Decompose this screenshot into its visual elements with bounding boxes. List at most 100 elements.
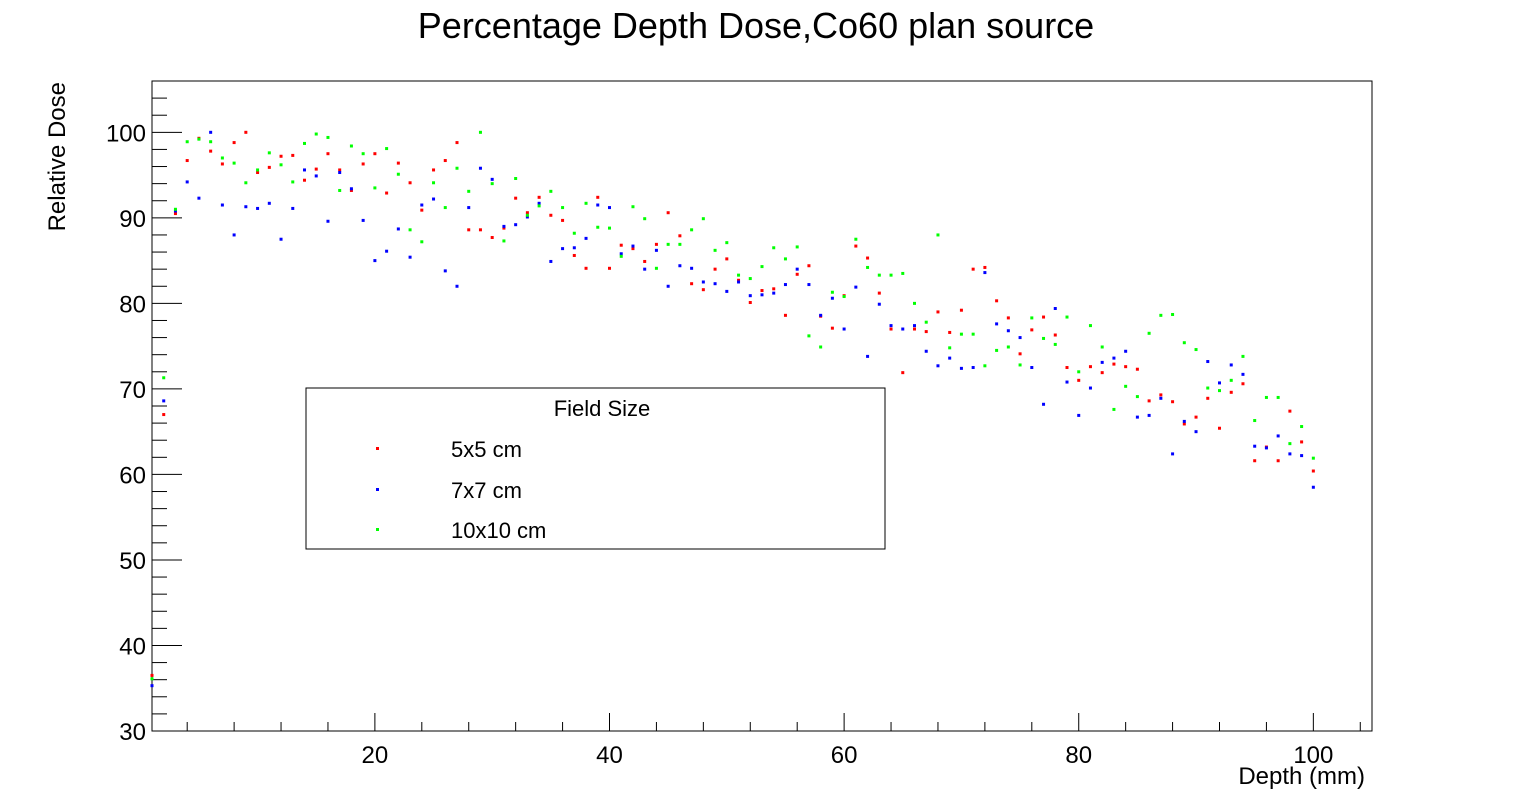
data-point xyxy=(502,239,506,243)
data-point xyxy=(1206,386,1210,390)
data-point xyxy=(959,308,963,312)
data-point xyxy=(385,191,389,195)
data-point xyxy=(1147,331,1151,335)
data-point xyxy=(420,240,424,244)
data-point xyxy=(842,327,846,331)
data-point xyxy=(279,154,283,158)
data-point xyxy=(1276,459,1280,463)
data-point xyxy=(432,181,436,185)
data-point xyxy=(185,140,189,144)
data-point xyxy=(420,203,424,207)
series-2 xyxy=(150,130,1315,681)
data-point xyxy=(173,212,177,216)
data-point xyxy=(314,174,318,178)
data-point xyxy=(654,248,658,252)
data-point xyxy=(1264,446,1268,450)
data-point xyxy=(279,237,283,241)
data-point xyxy=(244,130,248,134)
data-point xyxy=(561,218,565,222)
data-point xyxy=(983,364,987,368)
legend: Field Size 5x5 cm 7x7 cm 10x10 cm xyxy=(305,387,886,550)
data-point xyxy=(936,233,940,237)
data-point xyxy=(1065,315,1069,319)
data-point xyxy=(150,677,154,681)
data-point xyxy=(338,188,342,192)
data-point xyxy=(1229,363,1233,367)
data-point xyxy=(830,290,834,294)
data-point xyxy=(478,166,482,170)
data-point xyxy=(924,320,928,324)
data-point xyxy=(995,348,999,352)
data-point xyxy=(525,213,529,217)
data-point xyxy=(666,242,670,246)
data-point xyxy=(608,206,611,210)
legend-marker xyxy=(376,488,379,491)
data-point xyxy=(455,166,459,170)
data-point xyxy=(525,211,529,215)
data-point xyxy=(1218,381,1221,385)
data-point xyxy=(232,141,236,145)
data-point xyxy=(1288,442,1292,446)
data-point xyxy=(795,267,799,271)
data-point xyxy=(854,237,858,241)
data-point xyxy=(173,207,177,211)
data-point xyxy=(1077,413,1081,417)
data-point xyxy=(244,205,248,209)
data-point xyxy=(643,267,647,271)
data-point xyxy=(1042,402,1046,406)
data-point xyxy=(783,313,787,317)
data-point xyxy=(748,301,752,305)
data-point xyxy=(995,322,999,326)
data-point xyxy=(514,223,518,227)
data-point xyxy=(948,330,952,334)
data-point xyxy=(1264,395,1268,399)
data-point xyxy=(889,273,893,277)
data-point xyxy=(303,141,306,145)
data-point xyxy=(385,147,389,151)
y-tick-label: 80 xyxy=(119,291,146,318)
data-point xyxy=(537,195,541,199)
data-point xyxy=(1311,485,1315,489)
data-point xyxy=(1276,395,1280,399)
data-point xyxy=(866,265,870,269)
data-point xyxy=(948,346,952,350)
data-point xyxy=(701,280,705,284)
data-point xyxy=(959,366,963,370)
data-point xyxy=(971,366,975,370)
data-point xyxy=(291,153,295,157)
data-point xyxy=(584,266,588,270)
data-point xyxy=(783,283,787,287)
data-point xyxy=(678,234,682,238)
data-point xyxy=(725,241,729,245)
data-point xyxy=(408,228,412,232)
data-point xyxy=(1311,456,1315,460)
data-point xyxy=(1182,419,1186,423)
data-point xyxy=(654,242,658,246)
x-tick-label: 100 xyxy=(1293,742,1333,769)
data-point xyxy=(361,152,365,156)
series-0 xyxy=(150,130,1315,677)
data-point xyxy=(1253,444,1257,448)
data-point xyxy=(267,151,271,155)
y-tick-label: 40 xyxy=(119,633,146,660)
data-point xyxy=(349,144,353,148)
data-point xyxy=(572,231,576,235)
data-point xyxy=(690,266,694,270)
data-point xyxy=(420,208,424,212)
data-point xyxy=(455,141,459,145)
x-axis-label: Depth (mm) xyxy=(1238,763,1365,790)
data-point xyxy=(795,272,799,276)
data-point xyxy=(256,168,260,172)
data-point xyxy=(666,211,670,215)
data-point xyxy=(1182,341,1186,345)
chart-title: Percentage Depth Dose,Co60 plan source xyxy=(418,5,1094,46)
data-point xyxy=(772,291,776,295)
data-point xyxy=(561,206,565,210)
data-point xyxy=(1053,333,1057,337)
data-point xyxy=(502,224,506,228)
data-point xyxy=(1077,370,1081,374)
data-point xyxy=(338,168,342,172)
data-point xyxy=(1006,329,1010,333)
data-point xyxy=(1253,459,1257,463)
